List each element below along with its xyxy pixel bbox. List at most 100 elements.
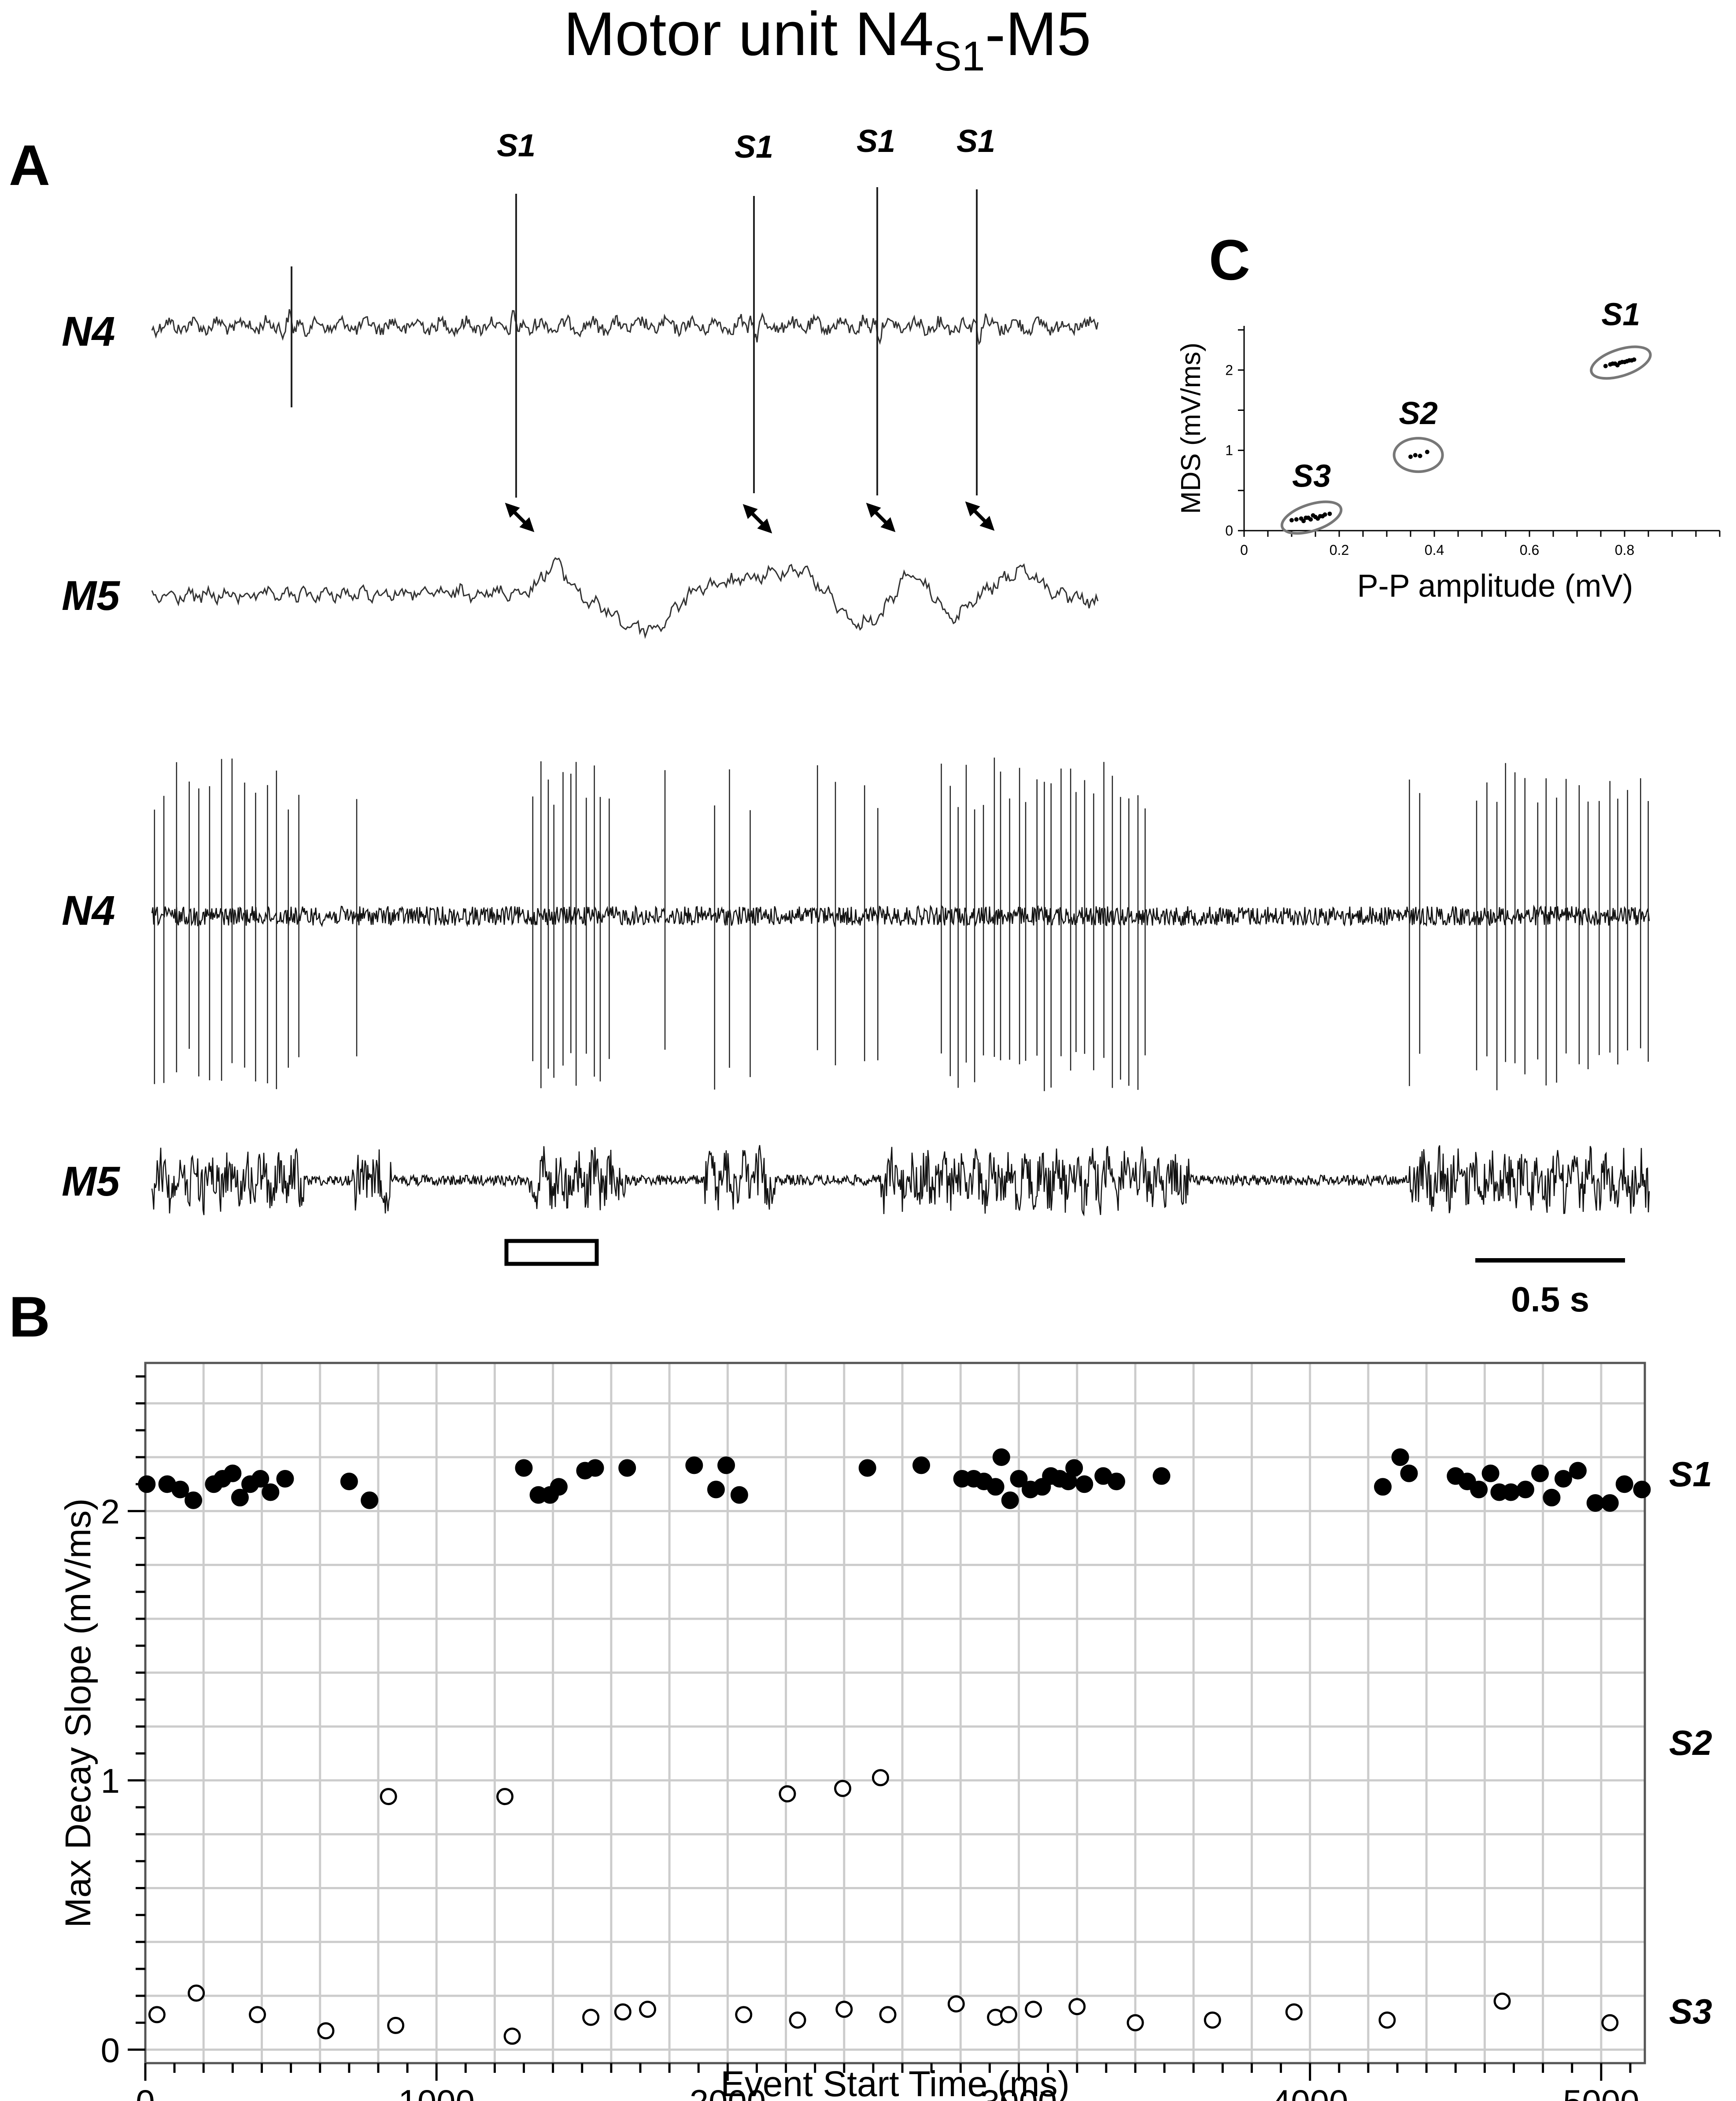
panel-b-point-s2 [496, 1788, 513, 1806]
panel-b-x-tick-label: 1000 [398, 2083, 475, 2101]
n4-zoom-trace [151, 187, 1099, 498]
panel-b-point-s1 [1108, 1473, 1125, 1491]
zoom-window-marker [504, 1239, 599, 1266]
panel-b-point-s3 [148, 2006, 166, 2023]
panel-b-point-s1 [1400, 1464, 1418, 1482]
panel-label-a: A [9, 133, 50, 197]
panel-b-point-s3 [947, 1995, 965, 2012]
panel-label-b: B [9, 1285, 50, 1349]
panel-b-point-s3 [1378, 2011, 1396, 2029]
panel-b-point-s3 [1127, 2014, 1144, 2031]
panel-c-point-s1 [1615, 363, 1620, 368]
panel-b-point-s3 [1601, 2014, 1619, 2031]
panel-b-point-s1 [185, 1491, 203, 1509]
trace-label-n4-full: N4 [62, 887, 115, 934]
panel-b-point-s1 [586, 1459, 604, 1477]
n4-zoom-waveform [151, 309, 1099, 346]
spike-label-2: S1 [735, 129, 773, 165]
panel-b-point-s3 [1493, 1992, 1511, 2010]
panel-b-point-s1 [685, 1456, 703, 1474]
panel-b-point-s1 [707, 1481, 725, 1499]
panel-c-point-s2 [1418, 454, 1422, 458]
panel-c-x-tick-label: 0 [1240, 542, 1248, 558]
panel-c-x-axis-label: P-P amplitude (mV) [1357, 569, 1633, 604]
coupling-arrow [965, 501, 995, 531]
panel-b-point-s1 [171, 1481, 189, 1499]
panel-b-point-s2 [834, 1780, 851, 1797]
panel-b-point-s1 [1601, 1494, 1619, 1512]
panel-c-point-s2 [1425, 450, 1429, 454]
panel-c-y-tick-label: 0 [1225, 523, 1233, 539]
panel-b-point-s1 [1543, 1488, 1561, 1507]
panel-b-y-tick-label: 1 [101, 1761, 120, 1800]
n4-full-waveform [151, 905, 1650, 928]
panel-c-point-s3 [1306, 515, 1311, 520]
panel-c-point-s2 [1413, 453, 1418, 458]
panel-b-point-s1 [986, 1478, 1005, 1496]
panel-b-class-s3: S3 [1669, 1992, 1712, 2031]
panel-b-x-tick-label: 4000 [1272, 2083, 1348, 2101]
panel-b-x-tick-label: 0 [136, 2083, 155, 2101]
panel-c-y-tick-label: 2 [1225, 362, 1233, 378]
panel-b-point-s1 [361, 1491, 379, 1509]
spike-label-3: S1 [857, 124, 895, 159]
panel-c-x-tick-label: 0.4 [1425, 542, 1444, 558]
panel-c-y-axis-label: MDS (mV/ms) [1176, 343, 1206, 514]
panel-b-point-s1 [1374, 1478, 1392, 1496]
panel-c-point-s3 [1294, 517, 1299, 522]
coupling-arrow [742, 504, 772, 534]
panel-b-x-tick-label: 3000 [981, 2083, 1057, 2101]
panel-b-y-tick-label: 0 [101, 2031, 120, 2069]
panel-b-point-s1 [1391, 1448, 1409, 1466]
spike-label-1: S1 [497, 128, 536, 163]
panel-b-point-s1 [1481, 1464, 1500, 1482]
panel-c-cluster-label-s1: S1 [1601, 297, 1640, 332]
panel-b-x-tick-label: 5000 [1563, 2083, 1640, 2101]
panel-b-point-s3 [1204, 2011, 1221, 2029]
panel-b-point-s3 [582, 2009, 600, 2026]
panel-b-point-s1 [730, 1486, 748, 1504]
m5-zoom-waveform [151, 557, 1099, 639]
panel-b-point-s3 [879, 2006, 897, 2023]
panel-b-point-s1 [262, 1483, 280, 1501]
panel-b-point-s3 [789, 2011, 806, 2029]
panel-b-chart: 0 1000 2000 3000 4000 5000 0 1 2 Event Start Time… [58, 1362, 1651, 2101]
panel-c-cluster-label-s3: S3 [1292, 458, 1331, 494]
panel-c-cluster-ellipse-s3 [1280, 500, 1343, 535]
panel-b-point-s1 [992, 1448, 1010, 1466]
panel-b-class-s1: S1 [1669, 1455, 1712, 1494]
m5-full-trace [151, 1145, 1650, 1217]
trace-label-n4-zoom: N4 [62, 308, 115, 355]
panel-b-point-s2 [380, 1788, 397, 1806]
panel-c-cluster-ellipse-s2 [1392, 437, 1444, 473]
panel-c-point-s1 [1603, 364, 1608, 369]
panel-b-point-s1 [1065, 1459, 1083, 1477]
panel-b-point-s1 [231, 1488, 249, 1507]
panel-b-point-s3 [835, 2001, 853, 2018]
panel-b-point-s3 [387, 2016, 405, 2034]
panel-c-x-tick-label: 0.8 [1615, 542, 1634, 558]
panel-c-point-s3 [1327, 511, 1332, 516]
panel-b-point-s1 [1615, 1475, 1633, 1493]
panel-b-point-s3 [735, 2006, 753, 2023]
panel-b-point-s2 [872, 1769, 889, 1787]
panel-b-x-axis-label: Event Start Time (ms) [720, 2064, 1070, 2101]
panel-c-point-s3 [1289, 518, 1294, 523]
panel-b-point-s3 [249, 2006, 266, 2023]
panel-b-point-s1 [1010, 1470, 1028, 1488]
panel-b-point-s1 [1502, 1483, 1520, 1501]
panel-b-point-s3 [1285, 2003, 1303, 2021]
panel-c-point-s1 [1629, 358, 1634, 363]
panel-b-point-s1 [858, 1459, 876, 1477]
panel-c-point-s3 [1311, 513, 1315, 518]
panel-c-x-tick-label: 0.2 [1330, 542, 1349, 558]
panel-b-point-s3 [1025, 2001, 1042, 2018]
panel-b-point-s1 [550, 1478, 568, 1496]
panel-b-y-tick-label: 2 [101, 1492, 120, 1531]
panel-label-c: C [1209, 228, 1250, 292]
panel-b-point-s1 [224, 1464, 242, 1482]
scale-bar-label: 0.5 s [1511, 1280, 1589, 1319]
spike-label-4: S1 [957, 124, 995, 159]
panel-b-y-axis-label: Max Decay Slope (mV/ms) [58, 1498, 98, 1927]
